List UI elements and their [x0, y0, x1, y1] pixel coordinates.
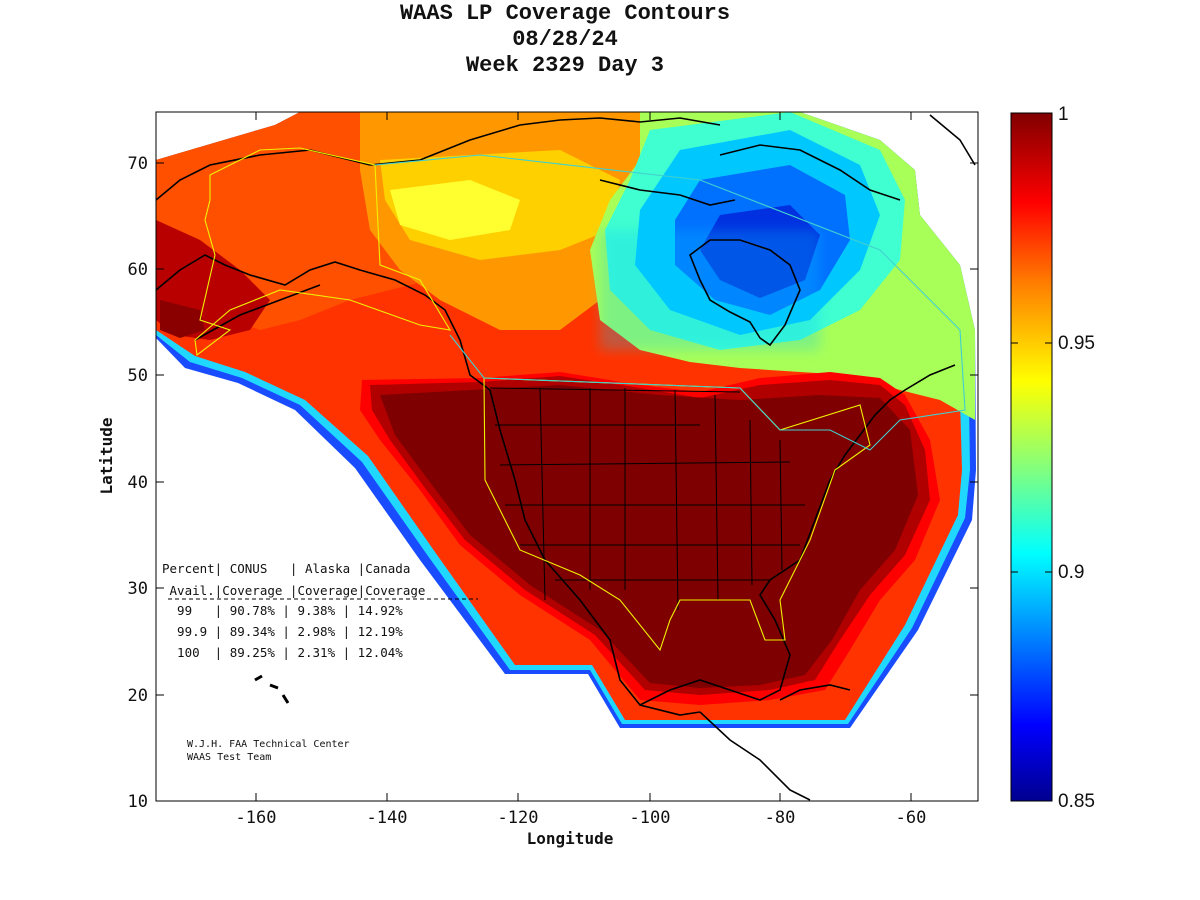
x-tick-label: -100 — [630, 808, 671, 828]
colorbar-label: 0.95 — [1058, 333, 1095, 354]
x-tick-label: -120 — [498, 808, 539, 828]
tick-marks — [156, 112, 978, 801]
colorbar-label: 0.85 — [1058, 791, 1095, 812]
colorbar-gradient — [1010, 112, 1053, 802]
table-header-1: Percent| CONUS | Alaska |Canada — [162, 561, 410, 576]
x-tick-label: -60 — [896, 808, 927, 828]
table-row: 100 | 89.25% | 2.31% | 12.04% — [162, 645, 403, 660]
y-tick-labels: 10 20 30 40 50 60 70 — [128, 154, 148, 812]
credits: W.J.H. FAA Technical Center WAAS Test Te… — [187, 739, 350, 763]
colorbar-ticks — [1011, 342, 1052, 573]
x-axis-label: Longitude — [527, 829, 614, 848]
colorbar-label: 1 — [1058, 104, 1069, 125]
y-tick-label: 50 — [128, 366, 148, 386]
credit-line-1: W.J.H. FAA Technical Center — [187, 739, 350, 750]
title-line-2: 08/28/24 — [512, 27, 618, 52]
y-tick-label: 30 — [128, 579, 148, 599]
x-tick-label: -80 — [765, 808, 796, 828]
title-line-3: Week 2329 Day 3 — [465, 53, 665, 78]
x-tick-label: -160 — [236, 808, 277, 828]
y-axis-label: Latitude — [97, 417, 116, 494]
state-borders — [489, 387, 805, 611]
table-header-2: Avail.|Coverage |Coverage|Coverage — [162, 583, 425, 598]
contour-softening — [600, 230, 820, 350]
coastlines — [156, 114, 976, 801]
colorbar: 1 0.95 0.9 0.85 — [1010, 104, 1095, 812]
y-tick-label: 20 — [128, 686, 148, 706]
service-volumes — [194, 147, 966, 652]
colorbar-label: 0.9 — [1058, 562, 1084, 583]
x-tick-label: -140 — [367, 808, 408, 828]
y-tick-label: 60 — [128, 260, 148, 280]
table-row: 99.9 | 89.34% | 2.98% | 12.19% — [162, 624, 403, 639]
y-tick-label: 10 — [128, 792, 148, 812]
coverage-table: Percent| CONUS | Alaska |Canada Avail.|C… — [162, 561, 478, 660]
plot-frame — [155, 111, 979, 802]
x-tick-labels: -160 -140 -120 -100 -80 -60 — [236, 808, 927, 828]
map-title: WAAS LP Coverage Contours 08/28/24 Week … — [0, 0, 1130, 79]
credit-line-2: WAAS Test Team — [187, 752, 271, 763]
table-row: 99 | 90.78% | 9.38% | 14.92% — [162, 603, 403, 618]
title-line-1: WAAS LP Coverage Contours — [399, 1, 731, 26]
y-tick-label: 40 — [128, 473, 148, 493]
y-tick-label: 70 — [128, 154, 148, 174]
